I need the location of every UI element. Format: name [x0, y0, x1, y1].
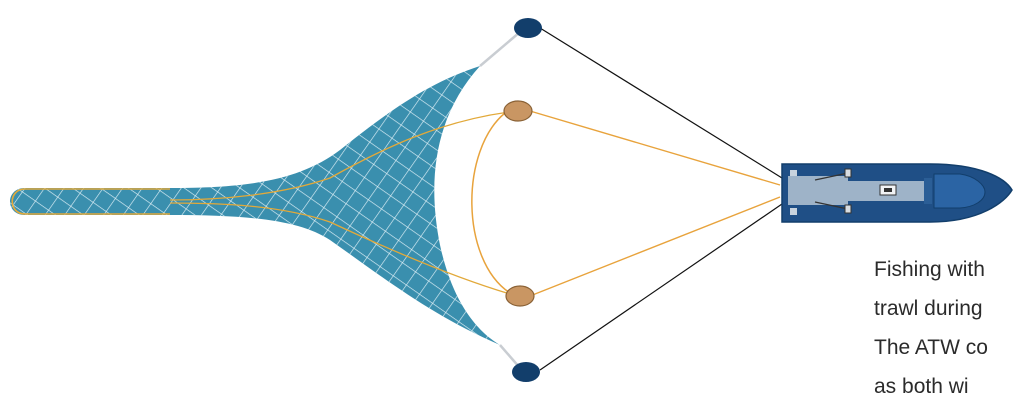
upper-trawl-door-icon: [514, 18, 542, 38]
vessel-stern-deck: [788, 176, 848, 205]
upper-float-icon: [503, 100, 533, 122]
lower-gallows-line: [814, 201, 849, 210]
vessel-cleat-top: [790, 170, 797, 176]
bridle-curve: [471, 112, 511, 294]
vessel-bulkhead: [924, 178, 932, 204]
lower-gallows-block: [844, 204, 852, 214]
lower-wing-bridle: [499, 344, 521, 369]
vessel-wheelhouse: [933, 173, 986, 209]
caption-line-3: The ATW co: [874, 336, 988, 359]
vessel-winch-core: [884, 188, 892, 192]
vessel-icon: [781, 163, 1013, 223]
upper-orange-warp: [529, 110, 781, 186]
caption-line-4: as both wi: [874, 375, 969, 398]
net-mesh: [10, 66, 500, 345]
caption-line-1: Fishing with: [874, 258, 985, 281]
lower-orange-warp: [529, 196, 781, 297]
upper-gallows-block: [844, 168, 852, 178]
vessel-cleat-bottom: [790, 208, 797, 215]
lower-float-icon: [505, 285, 535, 307]
codend-outline: [11, 188, 170, 215]
footrope: [169, 202, 518, 297]
upper-wing-bridle: [479, 31, 521, 67]
trawl-net-icon: [10, 31, 521, 369]
upper-gallows-line: [814, 172, 849, 181]
headline-rope: [169, 110, 518, 201]
lower-warp-line: [539, 203, 783, 371]
caption-line-2: trawl during: [874, 297, 983, 320]
lower-trawl-door-icon: [512, 362, 540, 382]
upper-warp-line: [539, 27, 783, 179]
